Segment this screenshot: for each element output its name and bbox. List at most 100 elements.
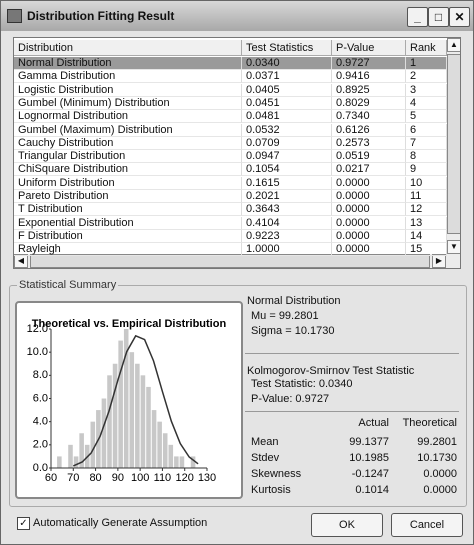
table-cell[interactable]: 0.0405 (242, 83, 332, 97)
table-cell[interactable]: 0.0532 (242, 123, 332, 137)
table-cell[interactable]: 0.6126 (332, 123, 406, 137)
stats-value: 0.0000 (423, 468, 457, 480)
table-cell[interactable]: 12 (406, 203, 447, 217)
y-tick-label: 10.0 (27, 346, 48, 358)
table-cell[interactable]: 15 (406, 243, 447, 257)
scroll-left[interactable]: ◀ (14, 254, 28, 268)
histogram-bar (168, 444, 174, 468)
y-tick-label: 8.0 (33, 369, 48, 381)
table-cell[interactable]: 0.4104 (242, 216, 332, 230)
summary-group (9, 285, 467, 507)
table-cell[interactable]: ChiSquare Distribution (14, 163, 242, 177)
table-cell[interactable]: 3 (406, 83, 447, 97)
vertical-scrollbar[interactable]: ▲ ▼ (447, 38, 460, 254)
table-cell[interactable]: 11 (406, 190, 447, 203)
table-cell[interactable]: Exponential Distribution (14, 216, 242, 230)
chart: 0.0 2.0 4.0 6.0 8.0 10.0 12.0 60 70 80 90 100 110 120… (27, 318, 227, 484)
histogram-bar (68, 444, 73, 468)
table-cell[interactable]: 0.2573 (332, 136, 406, 150)
table-cell[interactable]: 8 (406, 150, 447, 164)
table-cell[interactable]: Gumbel (Minimum) Distribution (14, 96, 242, 110)
stats-value: 10.1985 (349, 452, 389, 464)
table-cell[interactable]: 0.0000 (332, 216, 406, 230)
table-cell[interactable]: 7 (406, 136, 447, 150)
table-cell[interactable]: 0.8925 (332, 83, 406, 97)
minimize-button[interactable]: _ (407, 7, 428, 27)
table-cell[interactable]: Lognormal Distribution (14, 110, 242, 124)
ok-button[interactable]: OK (311, 513, 383, 537)
histogram-bar (112, 363, 118, 468)
table-cell[interactable]: 0.0000 (332, 229, 406, 243)
table-cell[interactable]: 0.1615 (242, 176, 332, 190)
table-cell[interactable]: 0.9727 (332, 57, 406, 70)
table-cell[interactable]: Pareto Distribution (14, 190, 242, 203)
table-cell[interactable]: 0.8029 (332, 96, 406, 110)
table-cell[interactable]: 1 (406, 57, 447, 70)
x-tick-label: 110 (154, 472, 172, 484)
table-cell[interactable]: 0.0340 (242, 57, 332, 70)
scroll-thumb[interactable] (447, 54, 460, 234)
table-cell[interactable]: Normal Distribution (14, 57, 242, 70)
table-cell[interactable]: 0.9416 (332, 70, 406, 84)
table-cell[interactable]: 0.0000 (332, 243, 406, 257)
scroll-thumb-h[interactable] (30, 254, 430, 268)
checkbox[interactable]: ✓ (17, 517, 30, 530)
table-cell[interactable]: Triangular Distribution (14, 150, 242, 164)
horizontal-scrollbar[interactable]: ◀ ▶ (14, 254, 460, 268)
table-cell[interactable]: Gamma Distribution (14, 70, 242, 84)
table-cell[interactable]: 13 (406, 216, 447, 230)
scroll-down[interactable]: ▼ (447, 240, 460, 254)
table-cell[interactable]: 0.0519 (332, 150, 406, 164)
chart-title: Theoretical vs. Empirical Distribution (32, 318, 227, 330)
table-cell[interactable]: 14 (406, 229, 447, 243)
y-tick-label: 2.0 (33, 439, 48, 451)
ks-p: P-Value: 0.9727 (251, 393, 330, 405)
table-cell[interactable]: 0.0217 (332, 163, 406, 177)
table-cell[interactable]: 0.0000 (332, 203, 406, 217)
table-cell[interactable]: 9 (406, 163, 447, 177)
results-list[interactable]: ▲ ▼ ◀ ▶ Distribution Test Statistics P-Val… (13, 37, 461, 269)
table-cell[interactable]: 0.1054 (242, 163, 332, 177)
x-tick-label: 70 (67, 472, 79, 484)
y-tick-label: 0.0 (33, 462, 48, 474)
histogram-bar (129, 352, 135, 468)
table-cell[interactable]: Logistic Distribution (14, 83, 242, 97)
table-cell[interactable]: 0.0000 (332, 176, 406, 190)
table-cell[interactable]: 0.0709 (242, 136, 332, 150)
x-tick-label: 120 (176, 472, 194, 484)
table-cell[interactable]: 6 (406, 123, 447, 137)
table-cell[interactable]: 10 (406, 176, 447, 190)
cancel-button[interactable]: Cancel (391, 513, 463, 537)
table-cell[interactable]: 4 (406, 96, 447, 110)
column-header: Distribution (14, 40, 242, 56)
checkbox-label[interactable]: Automatically Generate Assumption (33, 517, 208, 529)
table-cell[interactable]: 0.0451 (242, 96, 332, 110)
table-cell[interactable]: 5 (406, 110, 447, 124)
table-cell[interactable]: Cauchy Distribution (14, 136, 242, 150)
separator (245, 353, 459, 354)
table-cell[interactable]: T Distribution (14, 203, 242, 217)
column-header: P-Value (332, 40, 406, 56)
table-cell[interactable]: F Distribution (14, 229, 242, 243)
table-cell[interactable]: 0.3643 (242, 203, 332, 217)
scroll-right[interactable]: ▶ (432, 254, 446, 268)
table-cell[interactable]: 0.0481 (242, 110, 332, 124)
table-cell[interactable]: 0.9223 (242, 229, 332, 243)
table-cell[interactable]: Gumbel (Maximum) Distribution (14, 123, 242, 137)
histogram-bar (179, 456, 185, 468)
table-cell[interactable]: 0.0947 (242, 150, 332, 164)
maximize-button[interactable]: □ (428, 7, 449, 27)
table-cell[interactable]: 1.0000 (242, 243, 332, 257)
close-button[interactable]: ✕ (449, 7, 470, 27)
table-cell[interactable]: 0.0000 (332, 190, 406, 203)
table-cell[interactable]: Rayleigh (14, 243, 242, 257)
table-cell[interactable]: 0.2021 (242, 190, 332, 203)
separator (245, 411, 459, 412)
scroll-up[interactable]: ▲ (447, 38, 460, 52)
table-cell[interactable]: 0.0371 (242, 70, 332, 84)
table-cell[interactable]: 0.7340 (332, 110, 406, 124)
table-cell[interactable]: 2 (406, 70, 447, 84)
app-icon (7, 9, 22, 23)
stats-value: 0.1014 (355, 484, 389, 496)
table-cell[interactable]: Uniform Distribution (14, 176, 242, 190)
